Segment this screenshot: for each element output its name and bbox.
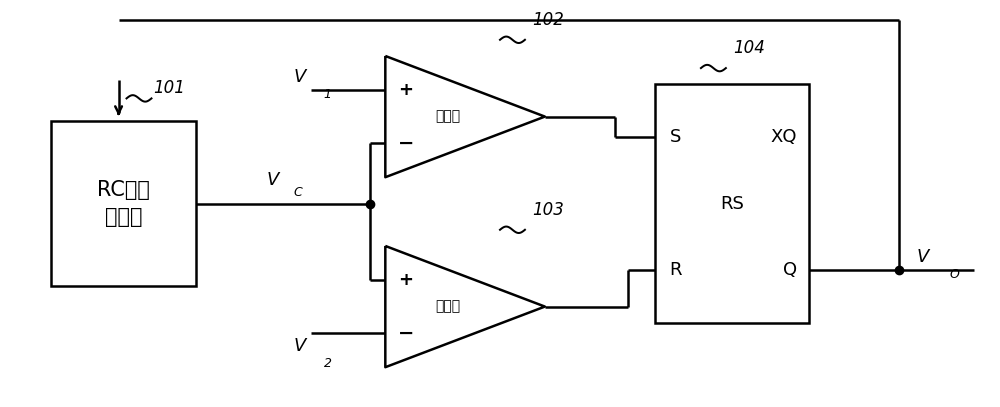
Text: V: V <box>293 68 306 86</box>
Text: XQ: XQ <box>771 128 797 146</box>
Text: −: − <box>398 134 415 153</box>
Text: 101: 101 <box>153 79 185 97</box>
Text: +: + <box>398 81 413 99</box>
Text: 1: 1 <box>323 88 331 101</box>
Text: 103: 103 <box>532 201 564 219</box>
Text: V: V <box>917 248 929 266</box>
Text: V: V <box>293 337 306 355</box>
Text: 比较器: 比较器 <box>435 109 460 124</box>
Bar <box>51 120 196 287</box>
Text: 比较器: 比较器 <box>435 300 460 313</box>
Text: 104: 104 <box>733 39 765 57</box>
Text: O: O <box>950 268 960 281</box>
Text: −: − <box>398 324 415 343</box>
Text: Q: Q <box>783 261 797 279</box>
Text: RC充放
电模块: RC充放 电模块 <box>97 180 150 227</box>
Text: R: R <box>670 261 682 279</box>
Text: +: + <box>398 271 413 289</box>
Text: C: C <box>294 186 302 199</box>
Text: V: V <box>267 171 279 189</box>
Text: 2: 2 <box>323 357 331 370</box>
Text: 102: 102 <box>532 11 564 28</box>
Text: S: S <box>670 128 681 146</box>
Bar <box>655 84 809 323</box>
Text: RS: RS <box>720 195 744 212</box>
